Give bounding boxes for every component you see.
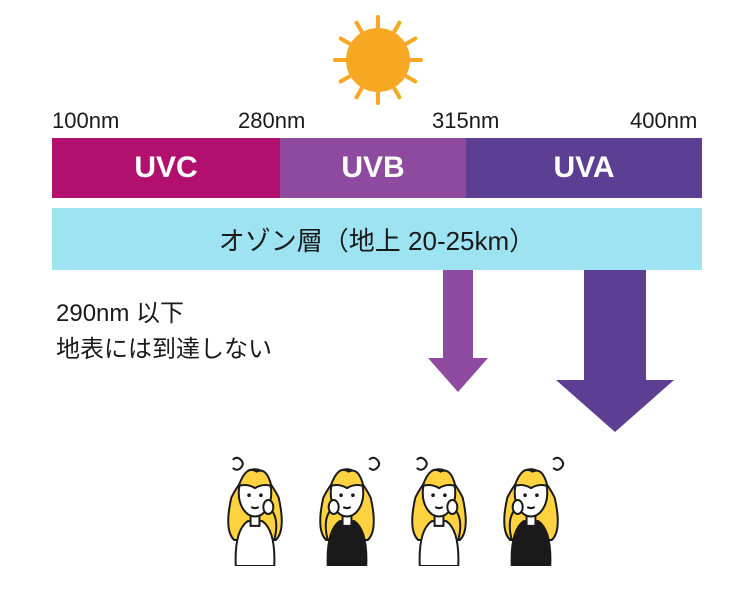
note-line-1: 290nm 以下	[56, 296, 272, 332]
ozone-label: オゾン層（地上 20-25km）	[219, 221, 535, 258]
sun-ray	[333, 58, 347, 62]
sun-ray	[338, 74, 352, 84]
person	[310, 448, 384, 571]
person-icon	[402, 448, 476, 566]
sun-ray	[354, 86, 364, 100]
uvb-arrow	[428, 270, 488, 392]
wavelength-label: 280nm	[238, 108, 305, 134]
uv-segment-uva: UVA	[466, 138, 702, 198]
person	[218, 448, 292, 571]
uv-segment-uvb: UVB	[280, 138, 466, 198]
diagram-canvas: 100nm 280nm 315nm 400nm UVCUVBUVA オゾン層（地上 2…	[0, 0, 755, 601]
sun-ray	[404, 36, 418, 46]
person-icon	[218, 448, 292, 566]
uv-spectrum-bar: UVCUVBUVA	[52, 138, 702, 198]
sun-core	[346, 28, 410, 92]
note-line-2: 地表には到達しない	[56, 332, 272, 368]
person	[402, 448, 476, 571]
ozone-layer-bar: オゾン層（地上 20-25km）	[52, 208, 702, 270]
note-text: 290nm 以下 地表には到達しない	[56, 296, 272, 368]
sun-ray	[404, 74, 418, 84]
sun-ray	[376, 91, 380, 105]
person-icon	[310, 448, 384, 566]
wavelength-label: 315nm	[432, 108, 499, 134]
sun-ray	[354, 20, 364, 34]
uva-arrow	[556, 270, 674, 432]
person	[494, 448, 568, 571]
sun-ray	[409, 58, 423, 62]
sun-ray	[392, 20, 402, 34]
sun-ray	[376, 15, 380, 29]
people-row	[218, 448, 568, 571]
person-icon	[494, 448, 568, 566]
sun-ray	[338, 36, 352, 46]
wavelength-label: 100nm	[52, 108, 119, 134]
uv-segment-uvc: UVC	[52, 138, 280, 198]
wavelength-label: 400nm	[630, 108, 697, 134]
sun-ray	[392, 86, 402, 100]
